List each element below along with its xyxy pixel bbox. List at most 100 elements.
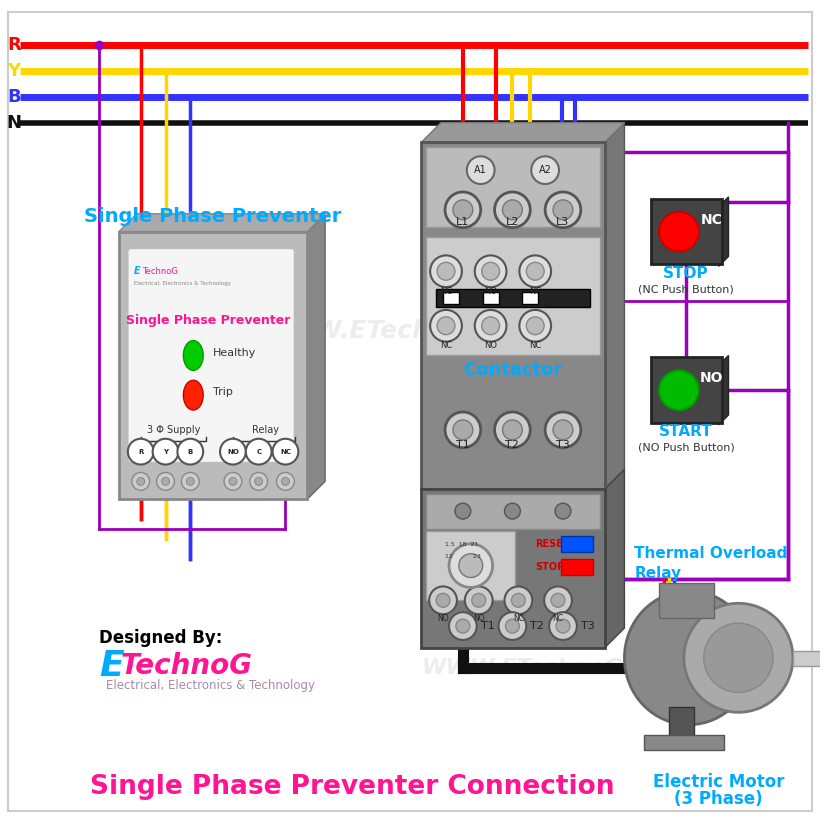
Circle shape xyxy=(436,593,450,607)
Text: C: C xyxy=(256,449,261,454)
Text: TechnoG: TechnoG xyxy=(121,652,253,680)
Circle shape xyxy=(555,503,571,519)
Circle shape xyxy=(684,603,793,713)
Text: R: R xyxy=(138,449,143,454)
Text: NC: NC xyxy=(529,341,542,350)
Circle shape xyxy=(503,200,523,220)
Circle shape xyxy=(659,212,699,252)
Text: (3 Phase): (3 Phase) xyxy=(674,789,762,807)
Text: E: E xyxy=(134,267,141,277)
Circle shape xyxy=(453,420,473,439)
FancyBboxPatch shape xyxy=(421,142,605,490)
FancyBboxPatch shape xyxy=(426,531,515,600)
Polygon shape xyxy=(605,123,624,490)
Circle shape xyxy=(430,255,461,287)
FancyBboxPatch shape xyxy=(659,584,714,618)
Text: NO: NO xyxy=(484,341,497,350)
Circle shape xyxy=(471,593,485,607)
FancyBboxPatch shape xyxy=(436,289,590,307)
Text: STOP: STOP xyxy=(663,266,709,281)
Circle shape xyxy=(161,477,170,486)
Text: R: R xyxy=(7,36,21,54)
Text: Relay: Relay xyxy=(634,566,681,581)
Text: NO: NO xyxy=(484,286,497,295)
FancyBboxPatch shape xyxy=(421,490,605,648)
FancyBboxPatch shape xyxy=(426,495,600,529)
Circle shape xyxy=(445,192,480,228)
Circle shape xyxy=(526,263,544,280)
Text: NO: NO xyxy=(700,371,724,385)
Text: T3: T3 xyxy=(581,621,595,631)
FancyBboxPatch shape xyxy=(561,559,593,574)
Circle shape xyxy=(504,587,533,614)
Text: T1: T1 xyxy=(480,621,495,631)
FancyBboxPatch shape xyxy=(793,651,827,666)
Text: NC: NC xyxy=(440,286,452,295)
Text: WWW.ETechnoG.COM: WWW.ETechnoG.COM xyxy=(260,319,559,342)
Circle shape xyxy=(544,587,572,614)
Text: NC: NC xyxy=(700,212,723,226)
Circle shape xyxy=(481,317,500,335)
Circle shape xyxy=(181,472,199,491)
Text: Y: Y xyxy=(163,449,168,454)
Text: Single Phase Preventer: Single Phase Preventer xyxy=(126,314,290,328)
Text: RESET: RESET xyxy=(535,539,570,549)
Text: NC: NC xyxy=(552,614,563,623)
Text: L3: L3 xyxy=(557,216,570,226)
Text: NC: NC xyxy=(513,614,523,623)
Text: B: B xyxy=(188,449,193,454)
Text: A1: A1 xyxy=(475,165,487,175)
Circle shape xyxy=(281,477,289,486)
Ellipse shape xyxy=(184,341,203,370)
Text: Thermal Overload: Thermal Overload xyxy=(634,546,787,561)
FancyBboxPatch shape xyxy=(669,707,694,737)
Text: L1: L1 xyxy=(457,216,470,226)
Circle shape xyxy=(545,192,581,228)
Text: B: B xyxy=(7,88,21,106)
Circle shape xyxy=(659,370,699,410)
Text: STOP: STOP xyxy=(535,561,565,572)
Circle shape xyxy=(449,544,493,588)
Text: Single Phase Preventer: Single Phase Preventer xyxy=(84,207,342,226)
Text: START: START xyxy=(659,425,713,439)
Circle shape xyxy=(449,612,476,640)
FancyBboxPatch shape xyxy=(523,292,538,304)
Circle shape xyxy=(519,255,551,287)
Text: Contactor: Contactor xyxy=(463,361,562,379)
Circle shape xyxy=(549,612,577,640)
FancyBboxPatch shape xyxy=(443,292,459,304)
Circle shape xyxy=(465,587,493,614)
Polygon shape xyxy=(719,356,729,425)
Circle shape xyxy=(495,412,530,448)
Text: (NC Push Button): (NC Push Button) xyxy=(638,284,734,294)
Text: 12          23: 12 23 xyxy=(445,554,481,559)
Circle shape xyxy=(224,472,241,491)
Polygon shape xyxy=(308,214,325,500)
Circle shape xyxy=(437,263,455,280)
Text: Single Phase Preventer Connection: Single Phase Preventer Connection xyxy=(89,774,614,800)
Circle shape xyxy=(445,412,480,448)
Circle shape xyxy=(128,439,154,464)
FancyBboxPatch shape xyxy=(119,231,308,500)
FancyBboxPatch shape xyxy=(426,236,600,356)
Circle shape xyxy=(136,477,145,486)
Ellipse shape xyxy=(184,380,203,410)
Text: Trip: Trip xyxy=(213,387,233,398)
Circle shape xyxy=(519,310,551,342)
Text: T2: T2 xyxy=(530,621,544,631)
Circle shape xyxy=(526,317,544,335)
Circle shape xyxy=(156,472,174,491)
Text: A2: A2 xyxy=(538,165,552,175)
Circle shape xyxy=(553,420,573,439)
FancyBboxPatch shape xyxy=(483,292,499,304)
Text: L2: L2 xyxy=(506,216,519,226)
Ellipse shape xyxy=(624,591,753,725)
Text: Designed By:: Designed By: xyxy=(99,629,222,647)
Circle shape xyxy=(505,619,519,633)
Circle shape xyxy=(511,593,525,607)
Text: NC: NC xyxy=(529,286,542,295)
Text: T3: T3 xyxy=(556,439,570,449)
Circle shape xyxy=(545,412,581,448)
Circle shape xyxy=(229,477,237,486)
Circle shape xyxy=(504,503,520,519)
